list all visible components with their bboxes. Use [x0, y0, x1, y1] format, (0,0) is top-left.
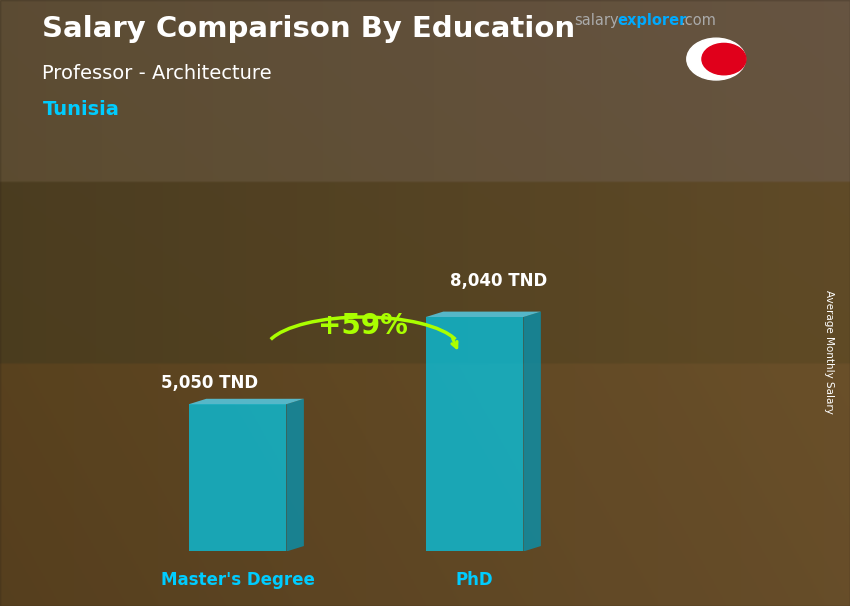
Polygon shape [724, 52, 743, 65]
Text: PhD: PhD [456, 571, 494, 589]
Polygon shape [189, 404, 286, 551]
Text: .com: .com [680, 13, 716, 28]
Polygon shape [524, 311, 541, 551]
Polygon shape [426, 311, 541, 317]
Circle shape [702, 44, 746, 75]
Text: Tunisia: Tunisia [42, 100, 119, 119]
Polygon shape [286, 399, 304, 551]
Text: Master's Degree: Master's Degree [161, 571, 314, 589]
Text: Professor - Architecture: Professor - Architecture [42, 64, 272, 82]
Text: Salary Comparison By Education: Salary Comparison By Education [42, 15, 575, 43]
Polygon shape [426, 317, 524, 551]
Circle shape [687, 38, 745, 80]
Text: 5,050 TND: 5,050 TND [162, 374, 258, 392]
Text: +59%: +59% [318, 312, 408, 340]
Text: 8,040 TND: 8,040 TND [450, 272, 547, 290]
Polygon shape [189, 399, 304, 404]
Text: Average Monthly Salary: Average Monthly Salary [824, 290, 834, 413]
Text: explorer: explorer [617, 13, 687, 28]
Text: salary: salary [574, 13, 618, 28]
